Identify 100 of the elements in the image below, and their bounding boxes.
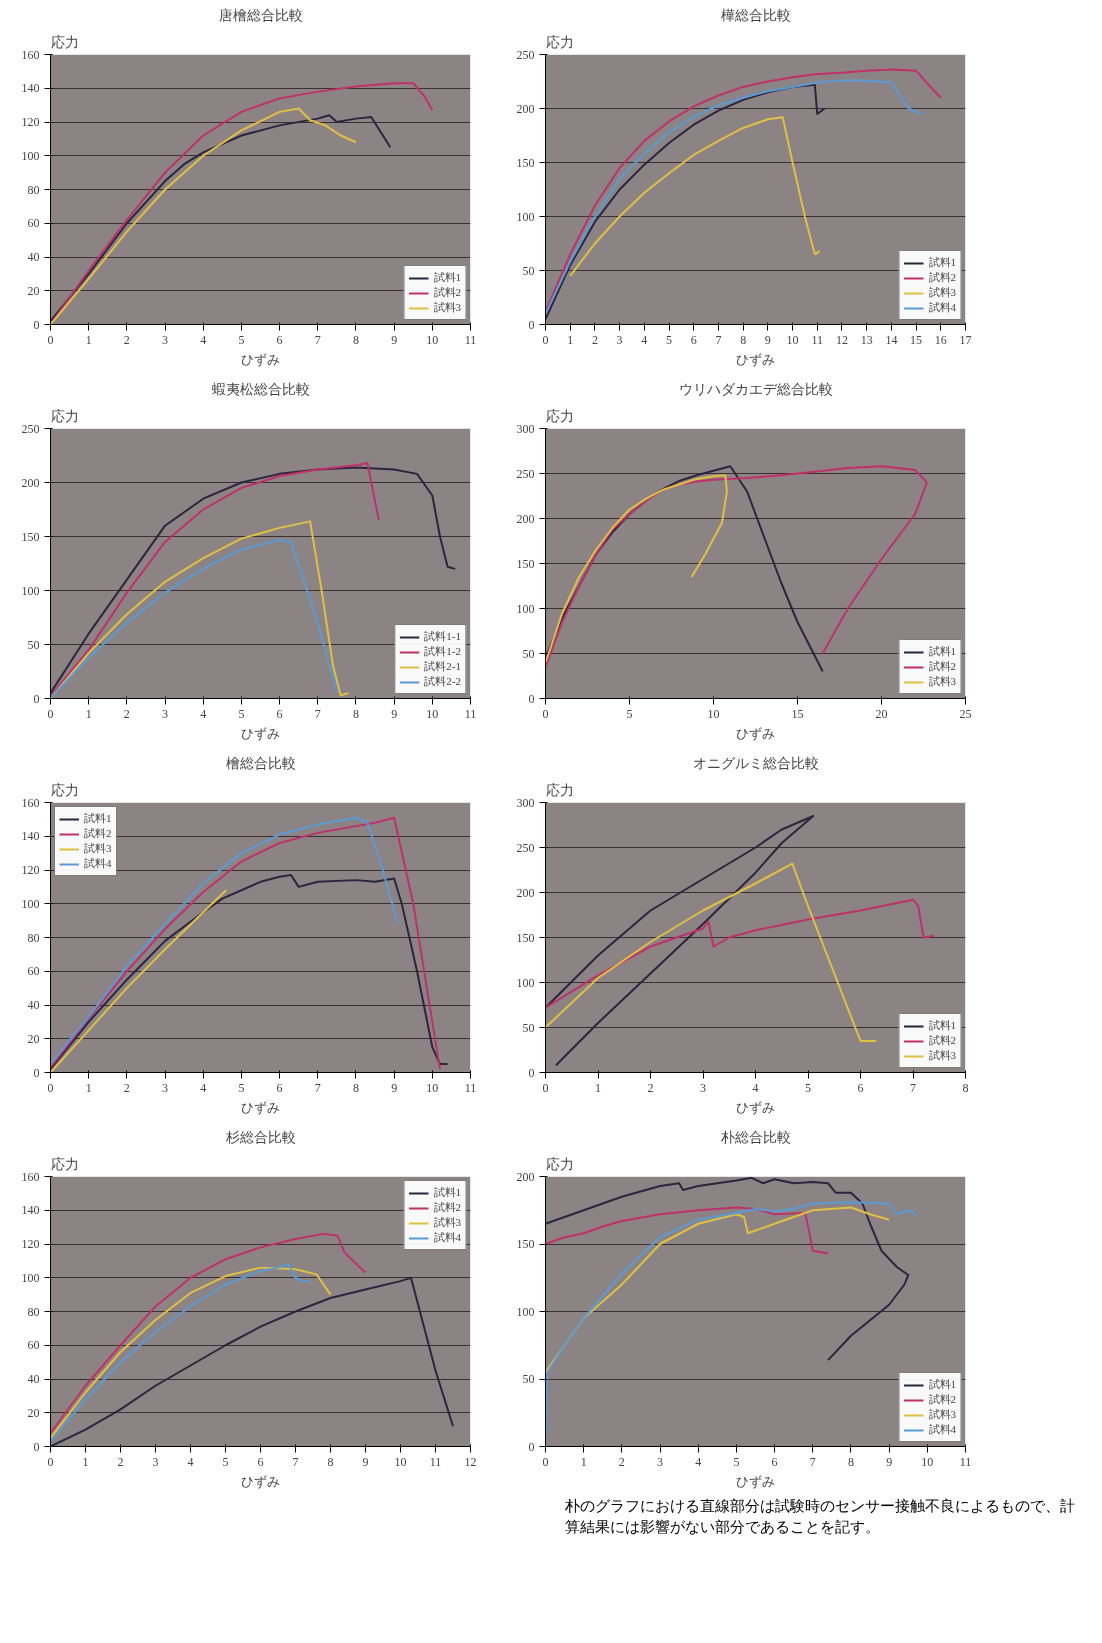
x-tick-label: 9 — [391, 1080, 398, 1095]
chart-title: ウリハダカエデ総合比較 — [678, 381, 833, 397]
x-tick-label: 5 — [238, 706, 245, 721]
x-tick-label: 8 — [352, 706, 359, 721]
x-tick-label: 4 — [200, 1080, 207, 1095]
x-axis-title: ひずみ — [241, 351, 280, 367]
legend-label: 試料1-2 — [424, 644, 461, 659]
x-tick-label: 6 — [276, 332, 283, 347]
x-tick-label: 6 — [257, 1454, 264, 1469]
x-tick-label: 3 — [162, 1080, 169, 1095]
y-tick-label: 140 — [21, 829, 40, 844]
x-tick-label: 7 — [314, 1080, 321, 1095]
x-axis-title: ひずみ — [241, 1099, 280, 1115]
x-tick-label: 0 — [47, 1454, 54, 1469]
y-axis-title: 応力 — [545, 782, 574, 798]
y-tick-label: 20 — [27, 283, 40, 298]
line-series — [545, 474, 728, 664]
x-tick-label: 10 — [707, 706, 720, 721]
y-tick-label: 200 — [516, 1169, 535, 1184]
x-tick-label: 14 — [885, 332, 898, 347]
x-tick-label: 6 — [771, 1454, 778, 1469]
x-tick-label: 4 — [187, 1454, 194, 1469]
x-tick-label: 17 — [959, 332, 972, 347]
x-tick-label: 12 — [464, 1454, 477, 1469]
y-tick-label: 150 — [516, 930, 535, 945]
x-axis-title: ひずみ — [736, 725, 775, 741]
chart-title: 朴総合比較 — [719, 1129, 791, 1145]
chart-title: オニグルミ総合比較 — [692, 755, 819, 771]
y-tick-label: 150 — [516, 556, 535, 571]
line-series — [545, 1206, 830, 1255]
legend-label: 試料3 — [433, 1215, 461, 1230]
line-series — [545, 1201, 917, 1447]
y-tick-label: 0 — [528, 1065, 535, 1080]
legend-label: 試料4 — [433, 1230, 461, 1245]
x-tick-label: 7 — [292, 1454, 299, 1469]
legend-label: 試料2 — [928, 659, 956, 674]
x-tick-label: 2 — [647, 1080, 654, 1095]
x-tick-label: 13 — [860, 332, 873, 347]
y-tick-label: 250 — [21, 421, 40, 436]
x-tick-label: 11 — [464, 1080, 477, 1095]
y-tick-label: 160 — [21, 1169, 40, 1184]
x-tick-label: 4 — [641, 332, 648, 347]
legend-label: 試料1 — [928, 1377, 956, 1392]
x-tick-label: 10 — [426, 1080, 439, 1095]
y-tick-label: 200 — [21, 475, 40, 490]
x-tick-label: 11 — [959, 1454, 972, 1469]
line-series — [50, 874, 449, 1071]
y-tick-label: 20 — [27, 1405, 40, 1420]
y-tick-label: 40 — [27, 998, 40, 1012]
x-tick-label: 1 — [85, 332, 92, 347]
y-tick-label: 100 — [21, 583, 40, 598]
line-series — [50, 462, 380, 698]
x-tick-label: 11 — [464, 706, 477, 721]
x-axis-title: ひずみ — [241, 1473, 280, 1489]
y-tick-label: 160 — [21, 795, 40, 810]
line-series — [545, 465, 928, 668]
y-tick-label: 80 — [27, 930, 40, 945]
x-tick-label: 8 — [352, 1080, 359, 1095]
legend-label: 試料3 — [433, 300, 461, 315]
x-tick-label: 16 — [934, 332, 947, 347]
text: 朴のグラフにおける直線部分は試験時のセンサー接触不良によるもので、計算結果には影響がない部分であることを記す。 — [565, 1497, 1076, 1538]
chart-title: 杉総合比較 — [224, 1129, 296, 1145]
x-tick-label: 6 — [276, 1080, 283, 1095]
x-tick-label: 0 — [47, 706, 54, 721]
x-tick-label: 8 — [352, 332, 359, 347]
x-tick-label: 9 — [391, 332, 398, 347]
x-tick-label: 2 — [618, 1454, 625, 1469]
x-tick-label: 2 — [123, 332, 130, 347]
x-tick-label: 3 — [152, 1454, 159, 1469]
x-tick-label: 8 — [327, 1454, 334, 1469]
legend-label: 試料1 — [928, 644, 956, 659]
y-axis-title: 応力 — [50, 1156, 79, 1172]
legend-label: 試料1 — [928, 1018, 956, 1033]
y-tick-label: 100 — [21, 148, 40, 163]
legend-label: 試料2 — [928, 1392, 956, 1407]
x-tick-label: 0 — [542, 1080, 549, 1095]
legend-label: 試料2 — [433, 285, 461, 300]
x-tick-label: 20 — [875, 706, 888, 721]
y-tick-label: 0 — [528, 317, 535, 332]
y-tick-label: 50 — [522, 1020, 535, 1035]
legend-label: 試料4 — [84, 856, 112, 871]
x-tick-label: 10 — [394, 1454, 407, 1469]
y-tick-label: 150 — [516, 155, 535, 170]
chart-title: 蝦夷松総合比較 — [211, 381, 310, 397]
x-tick-label: 1 — [85, 1080, 92, 1095]
line-series — [569, 116, 821, 277]
x-tick-label: 7 — [910, 1080, 916, 1095]
x-tick-label: 5 — [666, 332, 673, 347]
legend-label: 試料1 — [433, 270, 461, 285]
legend-label: 試料2 — [84, 826, 112, 841]
x-tick-label: 7 — [809, 1454, 816, 1469]
x-tick-label: 0 — [542, 332, 549, 347]
x-tick-label: 1 — [567, 332, 574, 347]
x-tick-label: 5 — [222, 1454, 229, 1469]
legend-label: 試料3 — [928, 285, 956, 300]
x-tick-label: 10 — [786, 332, 799, 347]
y-tick-label: 250 — [516, 840, 535, 855]
x-tick-label: 1 — [85, 706, 92, 721]
legend-label: 試料2 — [928, 270, 956, 285]
x-axis-title: ひずみ — [241, 725, 280, 741]
